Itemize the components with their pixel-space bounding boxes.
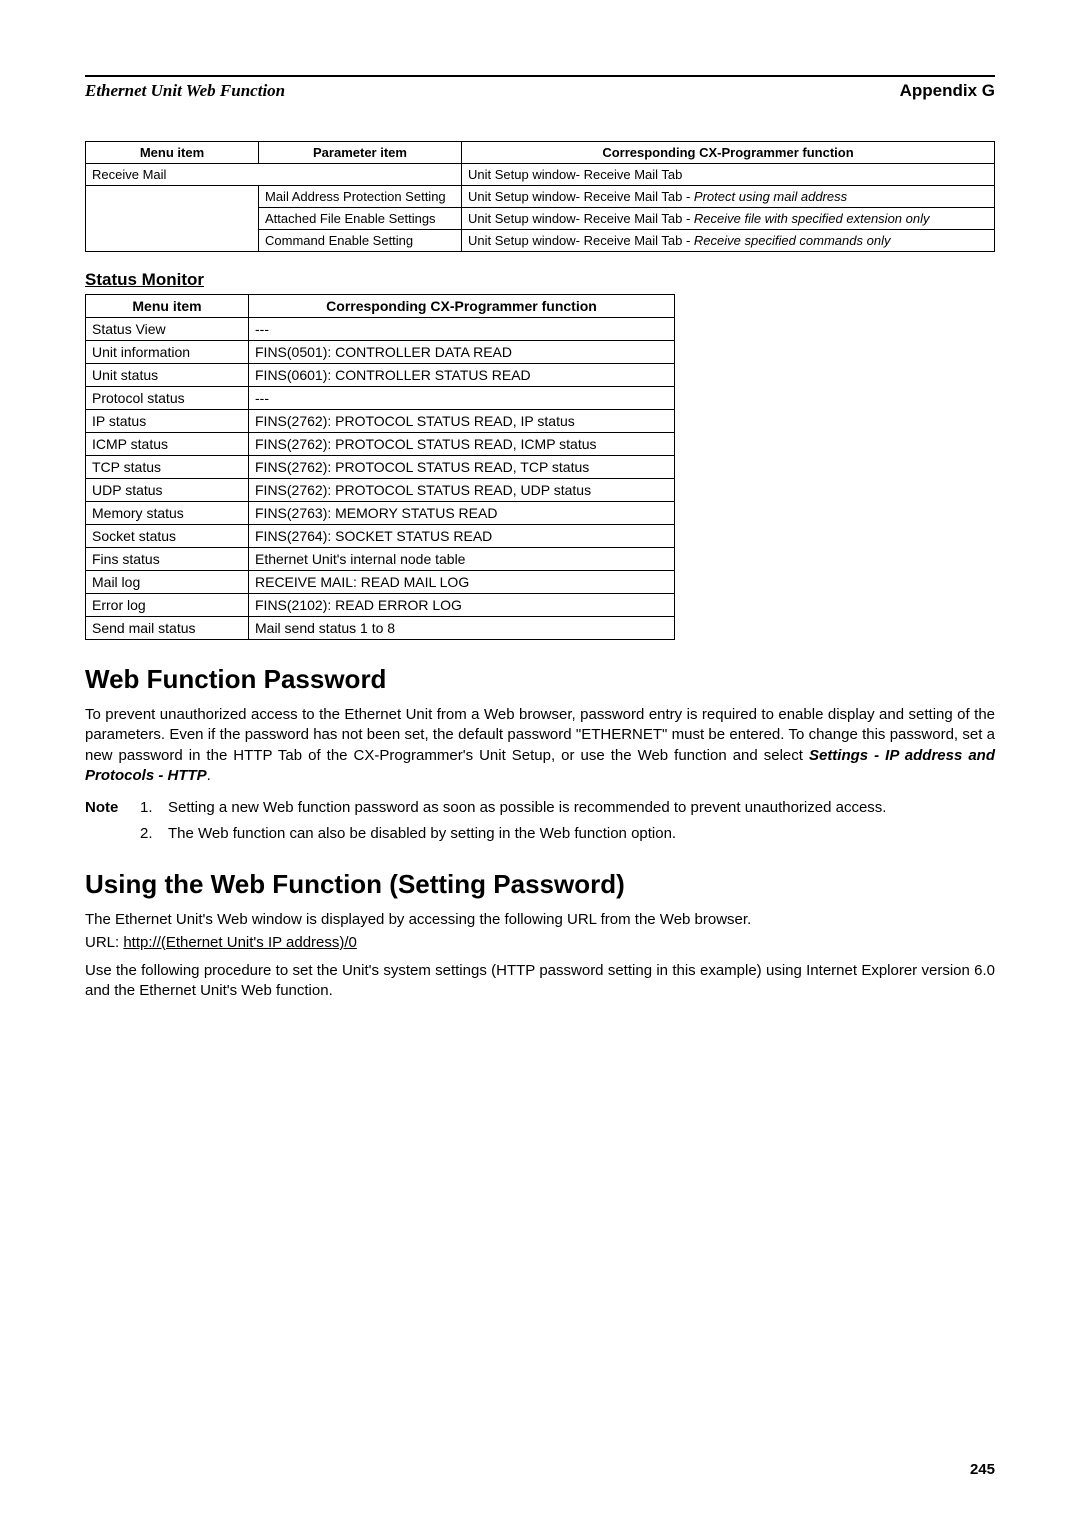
cell-cx: Unit Setup window- Receive Mail Tab - Re… bbox=[462, 208, 995, 230]
table-row: Error logFINS(2102): READ ERROR LOG bbox=[86, 594, 675, 617]
note-num: 1. bbox=[140, 798, 168, 818]
th-cx-function: Corresponding CX-Programmer function bbox=[249, 295, 675, 318]
note-row: Note 1. Setting a new Web function passw… bbox=[85, 798, 995, 818]
cell-menu-item: Socket status bbox=[86, 525, 249, 548]
cell-menu-item: Receive Mail bbox=[86, 164, 462, 186]
web-function-password-heading: Web Function Password bbox=[85, 664, 995, 695]
cell-param: Attached File Enable Settings bbox=[259, 208, 462, 230]
table-row: Fins statusEthernet Unit's internal node… bbox=[86, 548, 675, 571]
cell-cx-it: Receive file with specified extension on… bbox=[694, 211, 930, 226]
table-row: Unit informationFINS(0501): CONTROLLER D… bbox=[86, 341, 675, 364]
cell-cx: FINS(2763): MEMORY STATUS READ bbox=[249, 502, 675, 525]
note-text: Setting a new Web function password as s… bbox=[168, 798, 995, 818]
cell-cx: --- bbox=[249, 318, 675, 341]
cell-menu-item: UDP status bbox=[86, 479, 249, 502]
cell-cx-pre: Unit Setup window- Receive Mail Tab - bbox=[468, 233, 694, 248]
cell-menu-item: TCP status bbox=[86, 456, 249, 479]
cell-menu-item: Unit information bbox=[86, 341, 249, 364]
page-header: Ethernet Unit Web Function Appendix G bbox=[85, 81, 995, 101]
table-row: Status View--- bbox=[86, 318, 675, 341]
table-row: IP statusFINS(2762): PROTOCOL STATUS REA… bbox=[86, 410, 675, 433]
cell-param: Mail Address Protection Setting bbox=[259, 186, 462, 208]
page-number: 245 bbox=[970, 1461, 995, 1478]
table-row: Unit statusFINS(0601): CONTROLLER STATUS… bbox=[86, 364, 675, 387]
table-row: Receive Mail Unit Setup window- Receive … bbox=[86, 164, 995, 186]
header-right: Appendix G bbox=[900, 81, 995, 101]
cell-menu-item: Status View bbox=[86, 318, 249, 341]
table-row: Send mail statusMail send status 1 to 8 bbox=[86, 617, 675, 640]
cell-cx: FINS(2762): PROTOCOL STATUS READ, ICMP s… bbox=[249, 433, 675, 456]
note-block: Note 1. Setting a new Web function passw… bbox=[85, 798, 995, 845]
cell-cx: FINS(0601): CONTROLLER STATUS READ bbox=[249, 364, 675, 387]
cell-cx: Ethernet Unit's internal node table bbox=[249, 548, 675, 571]
cell-cx: FINS(2764): SOCKET STATUS READ bbox=[249, 525, 675, 548]
para1-c: . bbox=[207, 767, 211, 784]
cell-cx: Mail send status 1 to 8 bbox=[249, 617, 675, 640]
cell-cx: --- bbox=[249, 387, 675, 410]
th-cx-function: Corresponding CX-Programmer function bbox=[462, 142, 995, 164]
note-label: Note bbox=[85, 798, 140, 818]
table-row: Mail Address Protection Setting Unit Set… bbox=[86, 186, 995, 208]
table-row: ICMP statusFINS(2762): PROTOCOL STATUS R… bbox=[86, 433, 675, 456]
table-row: Protocol status--- bbox=[86, 387, 675, 410]
cell-menu-item: ICMP status bbox=[86, 433, 249, 456]
cell-menu-item: Memory status bbox=[86, 502, 249, 525]
cell-menu-item: Fins status bbox=[86, 548, 249, 571]
th-parameter-item: Parameter item bbox=[259, 142, 462, 164]
cell-menu-item: Unit status bbox=[86, 364, 249, 387]
note-label-empty bbox=[85, 824, 140, 844]
url-line: URL: http://(Ethernet Unit's IP address)… bbox=[85, 934, 995, 951]
cell-cx: Unit Setup window- Receive Mail Tab - Pr… bbox=[462, 186, 995, 208]
cell-empty bbox=[86, 186, 259, 252]
note-row: 2. The Web function can also be disabled… bbox=[85, 824, 995, 844]
table-row: Memory statusFINS(2763): MEMORY STATUS R… bbox=[86, 502, 675, 525]
cell-cx: FINS(2102): READ ERROR LOG bbox=[249, 594, 675, 617]
cell-cx: RECEIVE MAIL: READ MAIL LOG bbox=[249, 571, 675, 594]
menu-parameter-table: Menu item Parameter item Corresponding C… bbox=[85, 141, 995, 252]
cell-cx: FINS(2762): PROTOCOL STATUS READ, IP sta… bbox=[249, 410, 675, 433]
table-row: Mail logRECEIVE MAIL: READ MAIL LOG bbox=[86, 571, 675, 594]
url-label: URL: bbox=[85, 934, 123, 951]
cell-cx-it: Receive specified commands only bbox=[694, 233, 891, 248]
cell-menu-item: Mail log bbox=[86, 571, 249, 594]
paragraph: To prevent unauthorized access to the Et… bbox=[85, 705, 995, 786]
status-monitor-heading: Status Monitor bbox=[85, 270, 995, 290]
cell-param: Command Enable Setting bbox=[259, 230, 462, 252]
cell-menu-item: Send mail status bbox=[86, 617, 249, 640]
table-row: UDP statusFINS(2762): PROTOCOL STATUS RE… bbox=[86, 479, 675, 502]
header-left: Ethernet Unit Web Function bbox=[85, 81, 285, 101]
cell-cx-pre: Unit Setup window- Receive Mail Tab - bbox=[468, 189, 694, 204]
note-num: 2. bbox=[140, 824, 168, 844]
cell-cx: Unit Setup window- Receive Mail Tab - Re… bbox=[462, 230, 995, 252]
page: Ethernet Unit Web Function Appendix G Me… bbox=[0, 0, 1080, 1528]
th-menu-item: Menu item bbox=[86, 142, 259, 164]
cell-cx: Unit Setup window- Receive Mail Tab bbox=[462, 164, 995, 186]
url-value: http://(Ethernet Unit's IP address)/0 bbox=[123, 934, 357, 951]
table-row: TCP statusFINS(2762): PROTOCOL STATUS RE… bbox=[86, 456, 675, 479]
table-row: Socket statusFINS(2764): SOCKET STATUS R… bbox=[86, 525, 675, 548]
cell-cx: FINS(2762): PROTOCOL STATUS READ, UDP st… bbox=[249, 479, 675, 502]
status-monitor-table: Menu item Corresponding CX-Programmer fu… bbox=[85, 294, 675, 640]
cell-cx-pre: Unit Setup window- Receive Mail Tab - bbox=[468, 211, 694, 226]
header-rule bbox=[85, 75, 995, 77]
paragraph: The Ethernet Unit's Web window is displa… bbox=[85, 910, 995, 930]
paragraph: Use the following procedure to set the U… bbox=[85, 961, 995, 1002]
cell-cx: FINS(2762): PROTOCOL STATUS READ, TCP st… bbox=[249, 456, 675, 479]
table-header-row: Menu item Parameter item Corresponding C… bbox=[86, 142, 995, 164]
table-header-row: Menu item Corresponding CX-Programmer fu… bbox=[86, 295, 675, 318]
note-text: The Web function can also be disabled by… bbox=[168, 824, 995, 844]
cell-cx-it: Protect using mail address bbox=[694, 189, 847, 204]
cell-menu-item: Protocol status bbox=[86, 387, 249, 410]
cell-cx: FINS(0501): CONTROLLER DATA READ bbox=[249, 341, 675, 364]
cell-menu-item: Error log bbox=[86, 594, 249, 617]
using-web-function-heading: Using the Web Function (Setting Password… bbox=[85, 869, 995, 900]
cell-menu-item: IP status bbox=[86, 410, 249, 433]
th-menu-item: Menu item bbox=[86, 295, 249, 318]
